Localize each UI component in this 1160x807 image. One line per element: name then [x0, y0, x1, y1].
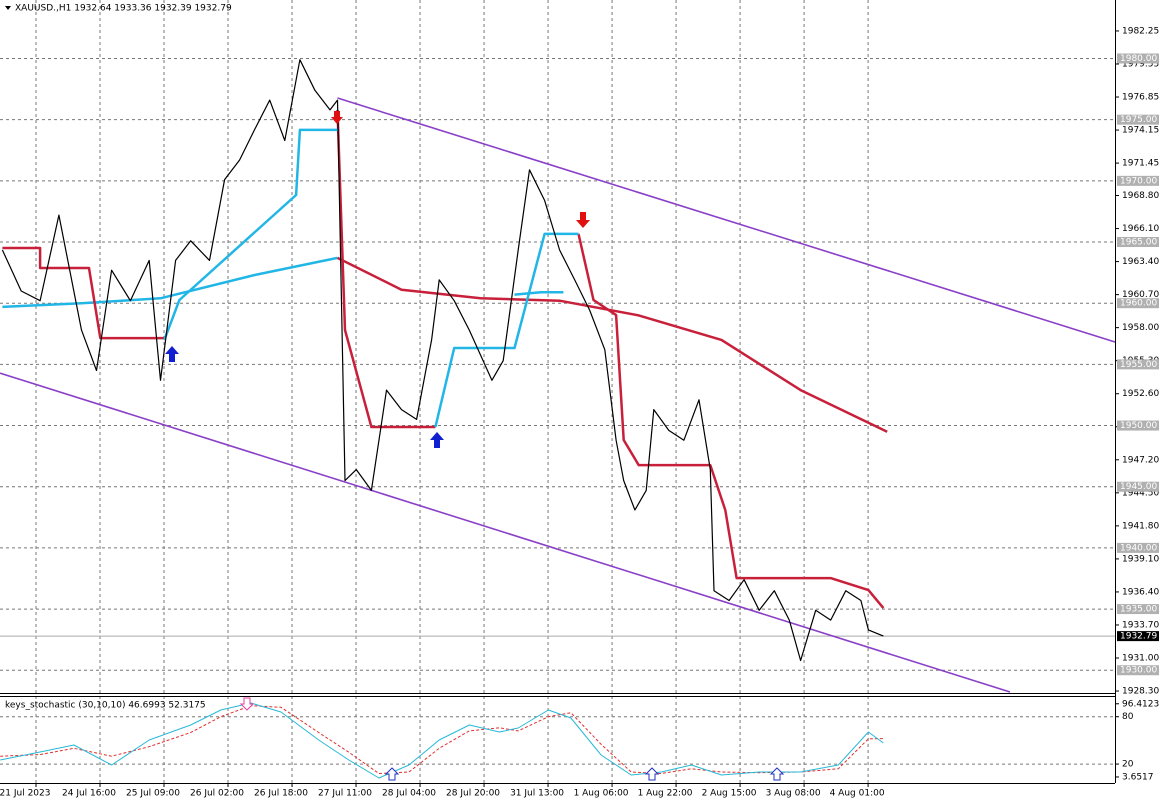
signal-arrows: [165, 111, 785, 781]
level-box: [1117, 237, 1159, 248]
x-tick-label: 2 Aug 15:00: [702, 789, 757, 799]
indicator-title: keys_stochastic (30,10,10) 46.6993 52.31…: [5, 701, 206, 711]
sell-arrow: [331, 111, 343, 124]
sell-arrow: [576, 212, 590, 228]
menu-triangle: [5, 6, 11, 10]
x-tick-label: 21 Jul 2023: [0, 789, 50, 799]
level-box: [1117, 298, 1159, 309]
x-tick-label: 26 Jul 02:00: [190, 789, 244, 799]
level-label: 1950.00: [1120, 421, 1157, 431]
y-tick-label: 96.4123: [1122, 699, 1159, 709]
stoch-buy-arrow: [769, 767, 785, 781]
level-label: 1945.00: [1120, 482, 1157, 492]
series-line: [1, 59, 884, 662]
level-label: 1960.00: [1120, 299, 1157, 309]
y-tick-label: 1928.30: [1122, 687, 1159, 697]
level-label: 1965.00: [1120, 238, 1157, 248]
plot: [0, 59, 1116, 779]
level-box: [1117, 114, 1159, 125]
x-tick-label: 24 Jul 16:00: [62, 789, 116, 799]
x-tick-label: 28 Jul 20:00: [446, 789, 500, 799]
stoch-buy-arrow: [384, 767, 400, 781]
series-line: [336, 256, 888, 433]
series-line: [434, 232, 579, 428]
series-line: [2, 256, 338, 309]
series-line: [0, 705, 884, 774]
x-tick-label: 28 Jul 04:00: [382, 789, 436, 799]
y-tick-label: 1976.85: [1122, 93, 1159, 103]
x-tick-label: 31 Jul 13:00: [510, 789, 564, 799]
series-line: [163, 128, 338, 341]
y-tick-label: 1960.70: [1122, 290, 1159, 300]
y-tick-label: 1968.80: [1122, 191, 1159, 201]
level-label: 1970.00: [1120, 176, 1157, 186]
y-tick-label: 80: [1122, 712, 1134, 722]
series-line: [577, 233, 885, 609]
y-tick-label: 1933.70: [1122, 620, 1159, 630]
chart-title: XAUUSD.,H1 1932.64 1933.36 1932.39 1932.…: [15, 4, 232, 14]
series-line: [336, 109, 436, 429]
series-line: [0, 702, 884, 779]
trend-line: [337, 97, 1116, 343]
level-label: 1975.00: [1120, 115, 1157, 125]
x-tick-label: 4 Aug 01:00: [830, 789, 885, 799]
level-box: [1117, 542, 1159, 553]
level-label: 1980.00: [1120, 54, 1157, 64]
current-price-box: [1117, 631, 1159, 642]
stoch-sell-arrow: [239, 697, 255, 711]
y-tick-label: 20: [1122, 760, 1134, 770]
level-label: 1955.00: [1120, 360, 1157, 370]
level-box: [1117, 359, 1159, 370]
stoch-buy-arrow: [644, 767, 660, 781]
buy-arrow: [165, 346, 179, 362]
x-tick-label: 1 Aug 06:00: [574, 789, 629, 799]
y-tick-label: 1974.15: [1122, 126, 1159, 136]
y-tick-label: 1982.25: [1122, 26, 1159, 36]
level-box: [1117, 53, 1159, 64]
y-tick-label: 1941.80: [1122, 521, 1159, 531]
y-tick-label: 1958.00: [1122, 323, 1159, 333]
y-tick-label: 1966.10: [1122, 224, 1159, 234]
y-tick-label: 1979.55: [1122, 59, 1159, 69]
x-tick-label: 3 Aug 08:00: [766, 789, 821, 799]
level-box: [1117, 665, 1159, 676]
current-price-label: 1932.79: [1120, 632, 1157, 642]
x-tick-label: 27 Jul 11:00: [318, 789, 372, 799]
level-label: 1935.00: [1120, 605, 1157, 615]
y-tick-label: 1944.50: [1122, 488, 1159, 498]
axes: 1982.25 1979.55 1976.85 1974.15 1971.45 1968.…: [0, 26, 1159, 798]
x-tick-label: 25 Jul 09:00: [126, 789, 180, 799]
y-tick-label: 1963.40: [1122, 257, 1159, 267]
level-box: [1117, 420, 1159, 431]
y-tick-label: 3.6517: [1122, 772, 1154, 782]
series-line: [514, 290, 564, 296]
x-tick-label: 1 Aug 22:00: [638, 789, 693, 799]
y-tick-label: 1936.40: [1122, 587, 1159, 597]
level-box: [1117, 481, 1159, 492]
y-tick-label: 1939.10: [1122, 554, 1159, 564]
series-line: [2, 246, 165, 340]
x-tick-label: 26 Jul 18:00: [254, 789, 308, 799]
y-tick-label: 1947.20: [1122, 455, 1159, 465]
level-label: 1940.00: [1120, 543, 1157, 553]
buy-arrow: [430, 432, 444, 448]
level-box: [1117, 604, 1159, 615]
y-tick-label: 1952.60: [1122, 389, 1159, 399]
trend-line: [0, 372, 1011, 693]
y-tick-label: 1971.45: [1122, 159, 1159, 169]
y-tick-label: 1931.00: [1122, 654, 1159, 664]
level-label: 1930.00: [1120, 666, 1157, 676]
level-box: [1117, 175, 1159, 186]
